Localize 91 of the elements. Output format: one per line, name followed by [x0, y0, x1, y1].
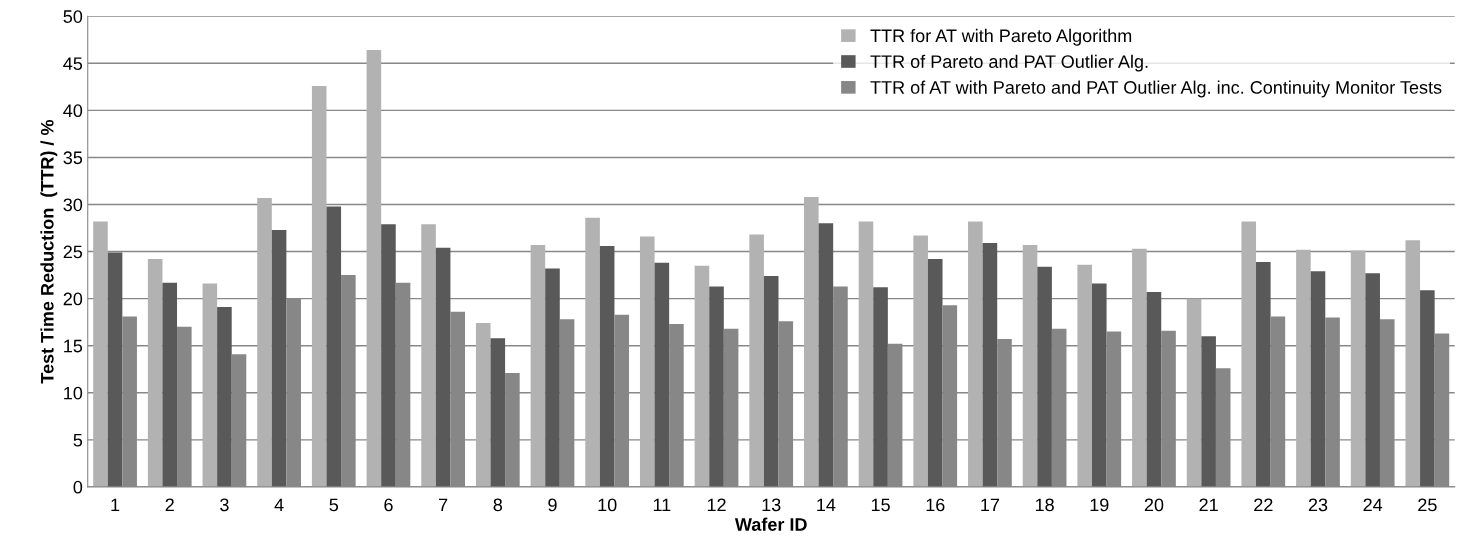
x-tick-label: 9: [548, 498, 557, 512]
bar: [1186, 298, 1202, 487]
bar: [763, 276, 779, 487]
bar: [1296, 249, 1311, 487]
bar: [804, 196, 819, 487]
x-tick-label: 21: [1199, 498, 1218, 512]
bar: [1146, 292, 1162, 487]
bar: [873, 287, 888, 487]
x-tick-label: 18: [1035, 498, 1054, 512]
y-tick-label: 15: [64, 339, 83, 353]
x-tick-label: 20: [1144, 498, 1164, 512]
bar: [968, 221, 983, 487]
x-tick-label: 7: [439, 498, 448, 512]
bar: [1365, 273, 1380, 487]
bar: [749, 234, 764, 487]
x-tick-label: 12: [707, 498, 726, 512]
x-tick-label: 25: [1418, 498, 1437, 512]
x-axis-title: Wafer ID: [734, 517, 807, 531]
bar: [1241, 221, 1257, 487]
x-tick-label: 11: [653, 498, 671, 512]
y-axis-title: Test Time Reduction (TTR) / %: [40, 119, 58, 384]
x-tick-label: 8: [493, 498, 503, 512]
bar: [858, 221, 874, 487]
x-tick-label: 15: [871, 498, 890, 512]
bar: [162, 282, 178, 487]
x-tick-label: 19: [1090, 498, 1109, 512]
bar: [709, 286, 724, 487]
y-tick-label: 0: [73, 480, 83, 494]
bar: [1405, 240, 1421, 487]
bar: [694, 265, 710, 487]
x-tick-label: 16: [926, 498, 945, 512]
bar: [202, 283, 218, 487]
x-tick-label: 24: [1363, 498, 1383, 512]
bar: [654, 262, 670, 487]
bar: [311, 85, 327, 487]
bar: [93, 221, 108, 487]
bar: [530, 244, 546, 487]
y-tick-label: 10: [64, 386, 83, 400]
x-tick-label: 1: [111, 498, 120, 512]
x-tick-label: 6: [384, 498, 393, 512]
bar: [107, 252, 123, 487]
bar: [913, 235, 928, 487]
legend-label: TTR of Pareto and PAT Outlier Alg.: [870, 54, 1148, 72]
bar: [271, 229, 287, 487]
x-tick-label: 14: [817, 498, 836, 512]
bar: [381, 224, 396, 487]
bar: [1091, 283, 1107, 487]
bar: [1420, 290, 1435, 487]
bar: [326, 206, 342, 487]
bar: [818, 223, 834, 487]
x-tick-label: 2: [165, 498, 174, 512]
bar: [545, 268, 560, 487]
bar: [1350, 250, 1366, 487]
bar: [585, 217, 600, 487]
bar: [1037, 266, 1052, 487]
bar: [490, 338, 506, 487]
bar: [1201, 336, 1216, 487]
bar: [639, 236, 655, 487]
y-tick-label: 40: [63, 104, 83, 118]
bar: [366, 50, 382, 487]
y-tick-label: 25: [63, 245, 83, 259]
bar: [435, 247, 451, 487]
bar: [421, 224, 436, 487]
bar: [1310, 271, 1326, 487]
bar: [927, 259, 943, 487]
bar: [217, 307, 232, 487]
x-tick-label: 5: [329, 498, 339, 512]
y-tick-label: 45: [63, 57, 83, 71]
bar: [147, 259, 163, 487]
bar: [1132, 248, 1147, 487]
x-tick-label: 23: [1308, 498, 1328, 512]
x-tick-label: 10: [598, 498, 617, 512]
y-tick-label: 20: [63, 292, 83, 306]
y-tick-label: 5: [73, 433, 83, 447]
bar: [1077, 264, 1092, 487]
y-tick-label: 30: [63, 198, 83, 212]
legend-label: TTR for AT with Pareto Algorithm: [870, 28, 1132, 46]
y-tick-label: 50: [63, 10, 83, 23]
x-tick-label: 22: [1254, 498, 1273, 512]
x-tick-label: 13: [762, 498, 781, 512]
y-tick-label: 35: [63, 151, 83, 165]
bar: [475, 323, 491, 487]
legend-label: TTR of AT with Pareto and PAT Outlier Alg. inc. Continuity Monitor Tests: [870, 80, 1442, 98]
x-tick-label: 17: [981, 498, 1000, 512]
bar: [1022, 244, 1038, 487]
x-tick-label: 3: [220, 498, 229, 512]
bar: [982, 243, 998, 487]
bar: [257, 197, 272, 487]
bar: [599, 245, 615, 487]
x-tick-label: 4: [274, 498, 284, 512]
bar: [1256, 261, 1271, 487]
